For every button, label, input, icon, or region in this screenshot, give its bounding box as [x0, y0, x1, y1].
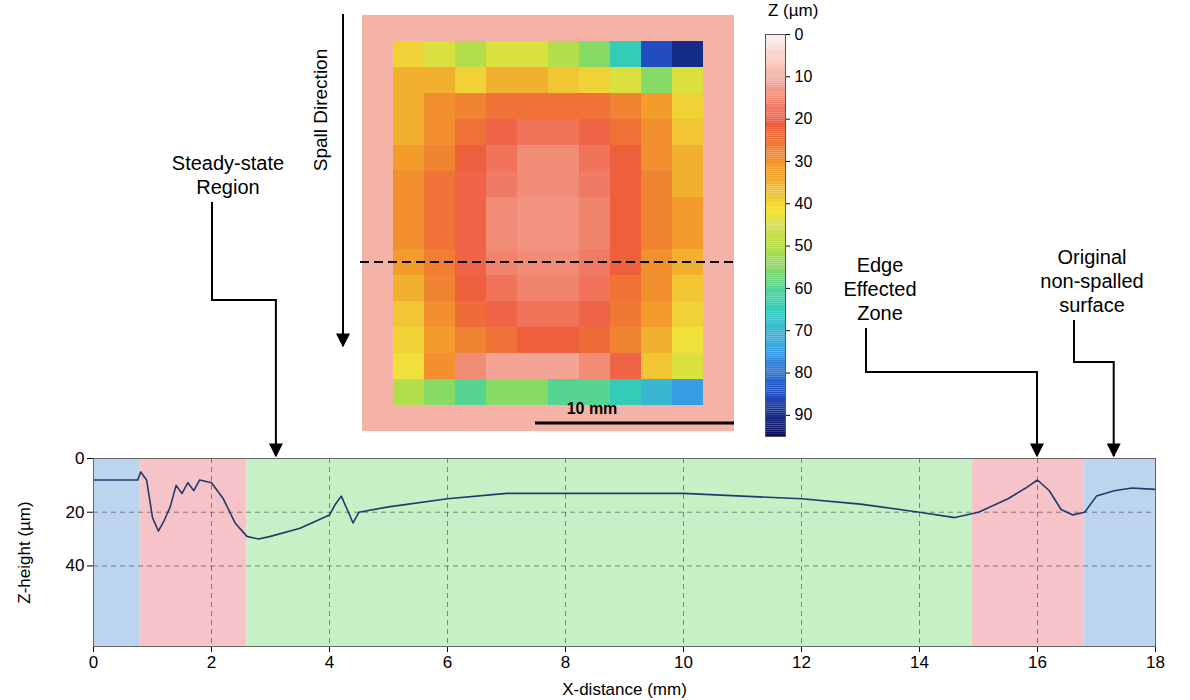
svg-text:30: 30 [795, 153, 813, 170]
svg-text:10: 10 [795, 68, 813, 85]
svg-text:6: 6 [443, 653, 452, 672]
svg-text:4: 4 [325, 653, 334, 672]
svg-text:Originalnon-spalledsurface: Originalnon-spalledsurface [1040, 246, 1143, 316]
html-text:Z (µm): Z (µm) [768, 1, 819, 20]
svg-text:0: 0 [795, 26, 804, 43]
svg-text:0: 0 [75, 449, 84, 468]
svg-text:Steady-stateRegion: Steady-stateRegion [172, 152, 284, 198]
svg-text:14: 14 [910, 653, 929, 672]
svg-text:X-distance (mm): X-distance (mm) [562, 680, 687, 699]
svg-text:12: 12 [792, 653, 811, 672]
svg-text:EdgeEffectedZone: EdgeEffectedZone [843, 254, 916, 324]
svg-text:40: 40 [66, 556, 85, 575]
svg-text:90: 90 [795, 406, 813, 423]
svg-text:40: 40 [795, 195, 813, 212]
svg-text:18: 18 [1146, 653, 1165, 672]
svg-text:70: 70 [795, 322, 813, 339]
svg-text:10: 10 [674, 653, 693, 672]
svg-text:20: 20 [66, 503, 85, 522]
svg-text:Spall Direction: Spall Direction [310, 49, 331, 172]
svg-text:8: 8 [561, 653, 570, 672]
svg-text:16: 16 [1028, 653, 1047, 672]
svg-text:0: 0 [89, 653, 98, 672]
svg-text:2: 2 [207, 653, 216, 672]
svg-text:Z-height (µm): Z-height (µm) [15, 501, 34, 603]
svg-text:50: 50 [795, 237, 813, 254]
svg-text:60: 60 [795, 280, 813, 297]
svg-text:10 mm: 10 mm [567, 400, 618, 417]
svg-text:80: 80 [795, 364, 813, 381]
svg-text:20: 20 [795, 110, 813, 127]
